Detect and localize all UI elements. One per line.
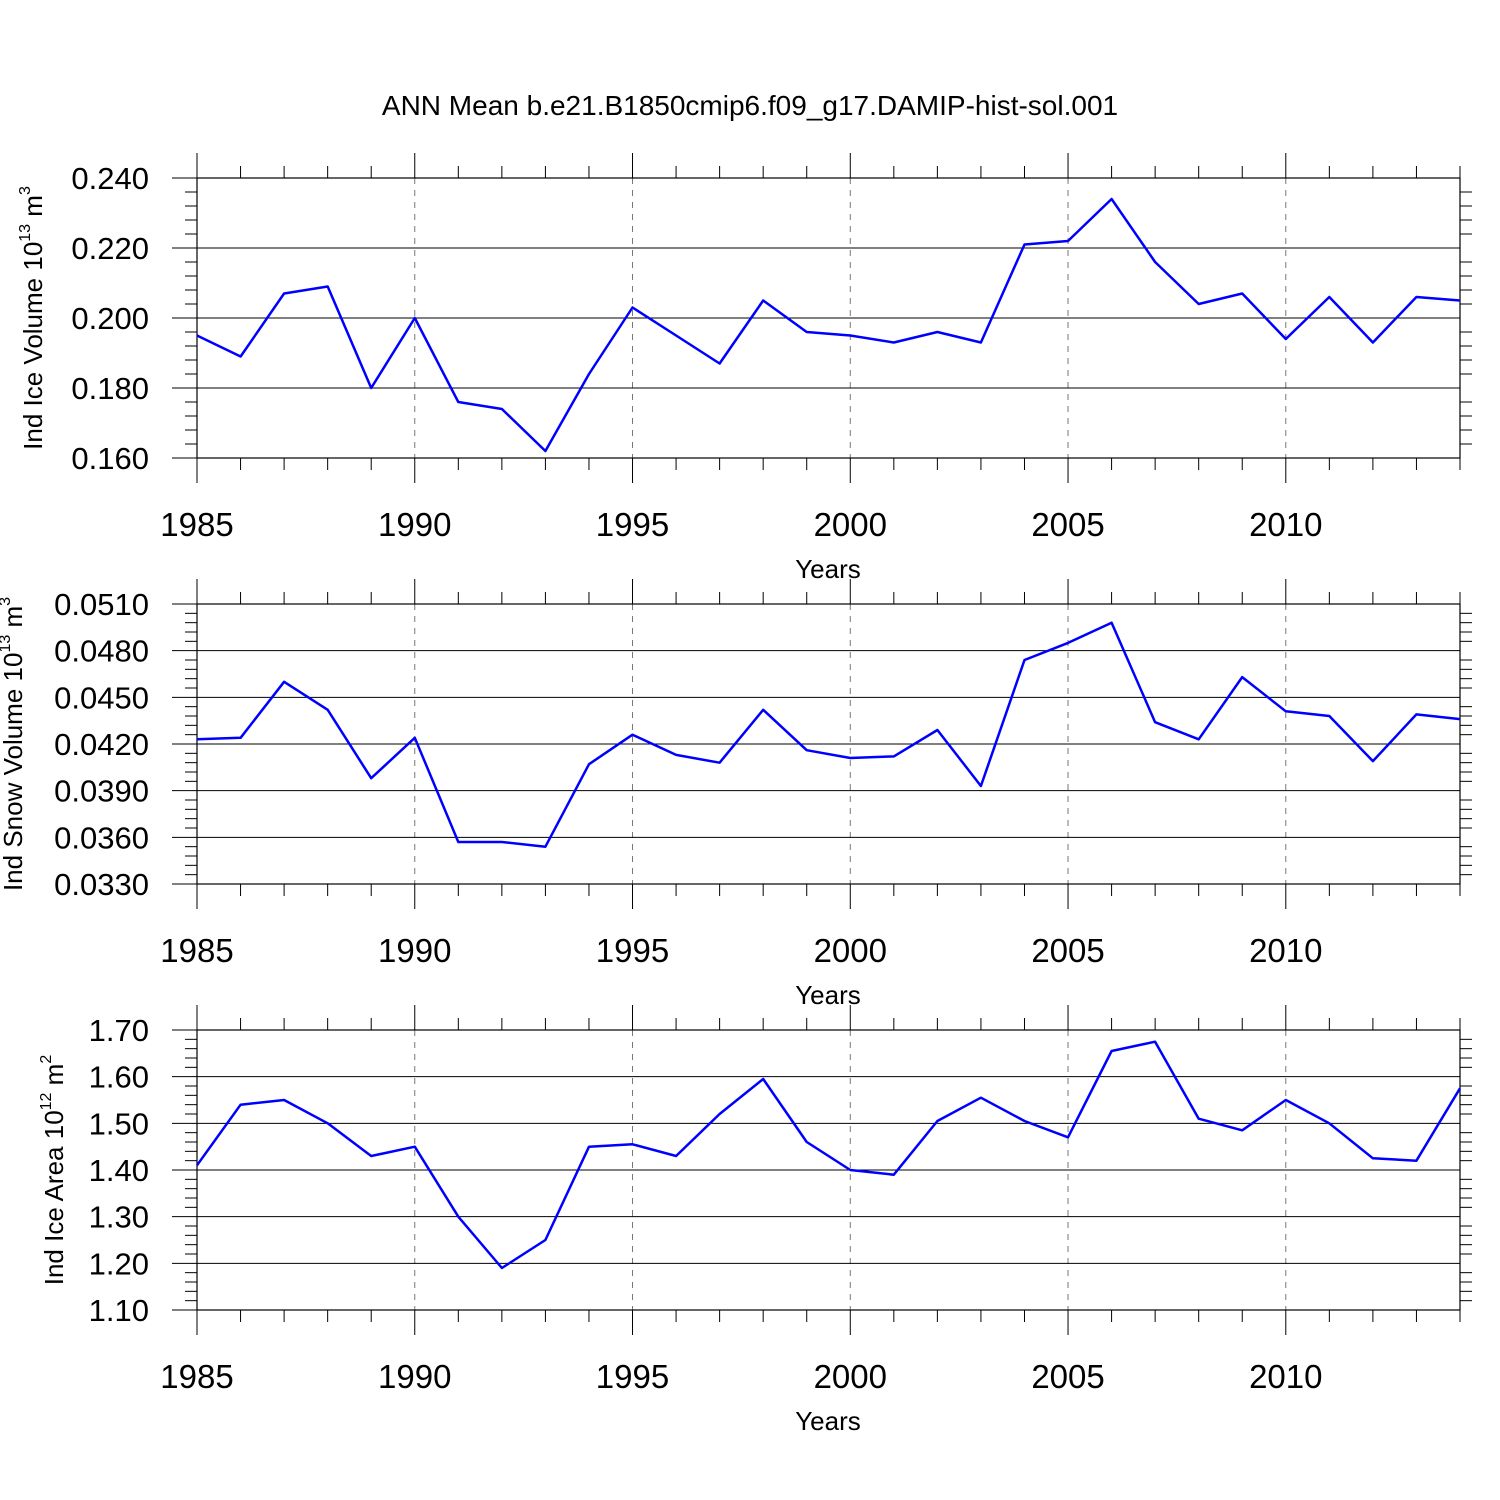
- y-tick-label: 0.160: [71, 441, 149, 476]
- x-tick-label: 2010: [1249, 1358, 1322, 1395]
- y-axis-label: Ind Ice Volume 1013 m3: [17, 186, 48, 450]
- series-line-ice-area: [195, 1040, 1462, 1270]
- chart-panels: 0.160 0.180 0.200 0.220 0.240 1985 1990 1995 200…: [0, 153, 1472, 1436]
- y-tick-label: 1.40: [89, 1153, 149, 1188]
- y-tick-label: 1.30: [89, 1200, 149, 1235]
- x-tick-label: 1985: [160, 1358, 233, 1395]
- y-axis-label: Ind Ice Area 1012 m2: [38, 1055, 69, 1286]
- x-tick-label: 1985: [160, 506, 233, 543]
- x-tick-label: 1985: [160, 932, 233, 969]
- y-tick-label: 0.0390: [54, 774, 149, 809]
- x-tick-label: 1995: [596, 1358, 669, 1395]
- x-tick-label: 2005: [1031, 506, 1104, 543]
- series-line-ice-volume: [196, 197, 1461, 453]
- y-tick-label: 0.0360: [54, 820, 149, 855]
- x-tick-label: 1990: [378, 1358, 451, 1395]
- x-tick-label: 2010: [1249, 506, 1322, 543]
- y-tick-label: 1.50: [89, 1106, 149, 1141]
- x-tick-label: 1990: [378, 932, 451, 969]
- y-axis-label: Ind Snow Volume 1013 m3: [0, 597, 28, 891]
- y-tick-label: 0.0510: [54, 587, 149, 622]
- y-tick-label: 0.240: [71, 161, 149, 196]
- x-axis-label: Years: [795, 980, 861, 1010]
- x-tick-label: 2010: [1249, 932, 1322, 969]
- x-tick-label: 1995: [596, 506, 669, 543]
- y-tick-label: 0.220: [71, 231, 149, 266]
- panel-snow-volume: 0.0330 0.0360 0.0390 0.0420 0.0450 0.0480 0.05…: [0, 579, 1472, 1010]
- y-tick-label: 1.20: [89, 1246, 149, 1281]
- y-tick-label: 0.200: [71, 301, 149, 336]
- y-tick-label: 0.180: [71, 371, 149, 406]
- x-tick-label: 2005: [1031, 1358, 1104, 1395]
- x-axis-label: Years: [795, 554, 861, 584]
- panel-ice-volume: 0.160 0.180 0.200 0.220 0.240 1985 1990 1995 200…: [17, 153, 1472, 584]
- y-tick-label: 0.0450: [54, 680, 149, 715]
- x-tick-label: 2000: [814, 1358, 887, 1395]
- y-tick-label: 0.0330: [54, 867, 149, 902]
- x-tick-label: 2000: [814, 932, 887, 969]
- y-tick-label: 1.70: [89, 1013, 149, 1048]
- y-tick-label: 1.10: [89, 1293, 149, 1328]
- x-tick-label: 1990: [378, 506, 451, 543]
- y-tick-label: 0.0480: [54, 634, 149, 669]
- y-tick-label: 0.0420: [54, 727, 149, 762]
- x-tick-label: 1995: [596, 932, 669, 969]
- x-tick-label: 2000: [814, 506, 887, 543]
- panel-ice-area: 1.10 1.20 1.30 1.40 1.50 1.60 1.70 1985 1990 1995…: [38, 1005, 1472, 1436]
- x-tick-label: 2005: [1031, 932, 1104, 969]
- chart-title: ANN Mean b.e21.B1850cmip6.f09_g17.DAMIP-…: [382, 90, 1118, 121]
- y-tick-label: 1.60: [89, 1060, 149, 1095]
- x-axis-label: Years: [795, 1406, 861, 1436]
- series-line-snow-volume: [196, 621, 1461, 848]
